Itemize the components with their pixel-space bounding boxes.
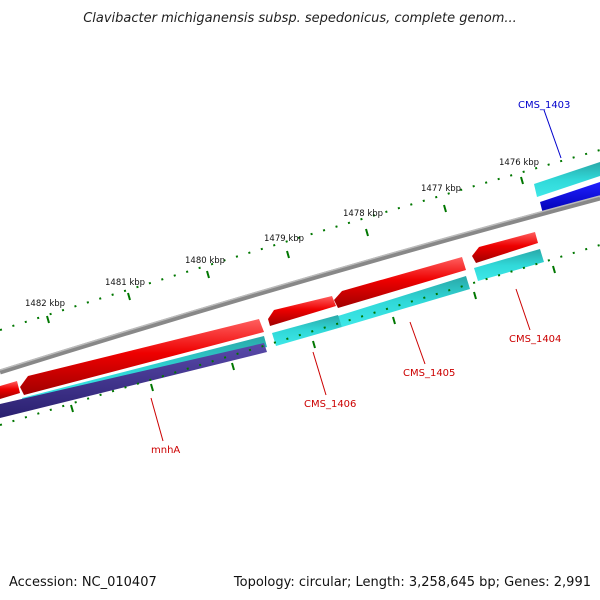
label-cms-1405: CMS_1405 — [403, 368, 455, 379]
cds-cms-1403 — [534, 162, 600, 197]
cds-reverse-purple — [0, 343, 267, 418]
gene-left-partial — [0, 381, 20, 399]
scale-label-1477: 1477 kbp — [421, 184, 461, 194]
callout-line-mnha — [150, 397, 164, 442]
inner-ruler-major-ticks — [70, 265, 556, 413]
callout-line-cms-1406 — [312, 351, 327, 396]
map-title: Clavibacter michiganensis subsp. sepedon… — [83, 11, 517, 26]
scale-label-1481: 1481 kbp — [105, 278, 145, 288]
callout-line-cms-1403 — [543, 109, 562, 159]
gene-cms-1406 — [268, 296, 336, 326]
gene-cms-1404 — [472, 232, 538, 263]
label-cms-1403: CMS_1403 — [518, 100, 570, 111]
gene-mnha — [20, 319, 264, 395]
gene-cms-1405 — [334, 257, 466, 308]
outer-ruler-major-ticks — [46, 176, 524, 324]
accession-text: Accession: NC_010407 — [9, 575, 157, 590]
label-cms-1404: CMS_1404 — [509, 334, 561, 345]
cds-cms-1405 — [338, 276, 470, 327]
cds-cms-1404 — [474, 249, 544, 281]
cds-cms-1406 — [272, 315, 342, 346]
callout-line-cms-1404 — [515, 288, 531, 331]
scale-label-1476: 1476 kbp — [499, 158, 539, 168]
genome-summary-text: Topology: circular; Length: 3,258,645 bp… — [233, 575, 591, 590]
outer-ruler — [0, 149, 600, 331]
inner-ruler — [0, 244, 600, 426]
scale-label-1482: 1482 kbp — [25, 299, 65, 309]
scale-label-1478: 1478 kbp — [343, 209, 383, 219]
callout-line-cms-1405 — [409, 321, 426, 365]
label-mnha: mnhA — [151, 445, 180, 456]
label-cms-1406: CMS_1406 — [304, 399, 356, 410]
scale-label-1479: 1479 kbp — [264, 234, 304, 244]
backbone-highlight — [0, 195, 600, 371]
gene-cms-1403-reverse — [540, 182, 600, 214]
genome-backbone — [0, 195, 600, 375]
scale-label-1480: 1480 kbp — [185, 256, 225, 266]
